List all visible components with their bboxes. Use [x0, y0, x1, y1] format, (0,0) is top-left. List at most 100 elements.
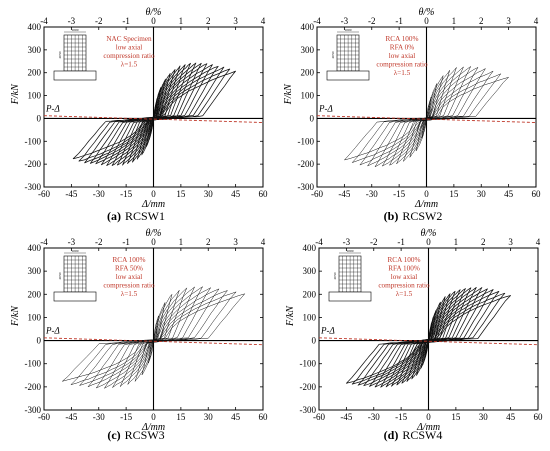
x-tick-label: 15 [449, 189, 459, 199]
y-tick-label: 400 [301, 22, 315, 32]
x-tick-label: -30 [368, 412, 380, 422]
y-tick-label: -200 [298, 159, 315, 169]
panel-caption: (b) RCSW2 [384, 209, 443, 223]
top-tick-label: -3 [68, 16, 76, 26]
specimen-schematic: 1000 2050 [53, 249, 97, 302]
hysteresis-loop [396, 67, 457, 165]
y-tick-label: 300 [303, 266, 317, 276]
x-tick-label: -60 [311, 189, 323, 199]
x-tick-label: 45 [231, 189, 241, 199]
y-tick-label: 300 [28, 266, 42, 276]
x-tick-label: -30 [366, 189, 378, 199]
y-tick-label: -200 [300, 382, 317, 392]
p-delta-line [318, 337, 539, 346]
y-tick-label: 100 [303, 312, 317, 322]
top-axis-label: θ/% [145, 228, 161, 239]
x-tick-label: -60 [38, 189, 50, 199]
y-tick-label: 200 [301, 68, 315, 78]
top-tick-label: -3 [343, 237, 351, 247]
p-delta-label: P-Δ [318, 103, 333, 113]
hysteresis-loop [79, 290, 228, 386]
specimen-info-line: low axial [116, 44, 143, 52]
x-axis-label: Δ/mm [141, 422, 165, 433]
hysteresis-loop [344, 77, 509, 161]
x-tick-label: -15 [120, 412, 132, 422]
specimen-info-line: λ=1.5 [396, 290, 413, 298]
x-tick-label: -45 [65, 189, 77, 199]
specimen-schematic: 1000 2050 [53, 28, 97, 81]
hysteresis-loop [346, 295, 511, 384]
specimen-info-line: compression ratio [103, 52, 155, 60]
top-tick-label: -2 [368, 16, 376, 26]
y-tick-label: -100 [300, 359, 317, 369]
hysteresis-loop [367, 68, 486, 167]
x-tick-label: 0 [426, 412, 431, 422]
y-tick-label: -100 [298, 136, 315, 146]
x-axis-label: Δ/mm [414, 199, 438, 210]
specimen-info-line: low axial [389, 52, 416, 60]
specimen-info-line: low axial [116, 273, 143, 281]
x-tick-label: -15 [395, 412, 407, 422]
p-delta-label: P-Δ [320, 326, 335, 336]
p-delta-label: P-Δ [45, 103, 60, 113]
specimen-info-line: λ=1.5 [121, 61, 138, 69]
hysteresis-loop [112, 286, 195, 388]
specimen-info-line: λ=1.5 [121, 290, 138, 298]
x-tick-label: 0 [151, 412, 156, 422]
p-delta-line [316, 115, 537, 123]
width-dimension-text: 1000 [345, 28, 352, 32]
x-tick-label: -30 [93, 412, 105, 422]
hysteresis-loop [87, 288, 220, 388]
x-tick-label: 30 [204, 189, 214, 199]
specimen-name: RCSW4 [402, 428, 442, 442]
width-dimension-text: 1000 [72, 28, 79, 32]
y-tick-label: -300 [25, 182, 42, 192]
top-axis-label: θ/% [420, 228, 436, 239]
chart-panel-4: -60 -45 -30 -15 0 15 30 45 60 -4 -3 -2 -1 0 1 2 3 4 400 300… [285, 228, 543, 442]
y-axis-label: F/kN [285, 305, 296, 327]
hysteresis-loop [62, 293, 246, 382]
top-tick-label: -4 [40, 237, 48, 247]
foundation-beam [53, 291, 97, 302]
height-dimension-text: 2050 [58, 272, 62, 279]
top-tick-label: -3 [68, 237, 76, 247]
specimen-name: RCSW1 [125, 209, 165, 223]
top-tick-label: 1 [454, 237, 459, 247]
panel-caption: (d) RCSW4 [384, 428, 443, 442]
x-tick-label: 15 [176, 189, 186, 199]
x-tick-label: 30 [479, 412, 489, 422]
x-tick-label: -15 [120, 189, 132, 199]
y-tick-label: -200 [25, 159, 42, 169]
y-tick-label: 100 [301, 91, 315, 101]
top-tick-label: 2 [481, 237, 486, 247]
x-tick-label: -60 [38, 412, 50, 422]
top-tick-label: 3 [233, 237, 238, 247]
y-tick-label: -300 [298, 182, 315, 192]
specimen-schematic: 1000 2050 [328, 249, 372, 302]
top-tick-label: -4 [40, 16, 48, 26]
x-tick-label: 60 [534, 412, 544, 422]
hysteresis-loop [359, 70, 494, 166]
top-tick-label: 1 [179, 16, 184, 26]
top-tick-label: -1 [122, 16, 130, 26]
hysteresis-loop [119, 287, 188, 387]
specimen-name: RCSW2 [402, 209, 442, 223]
panel-letter: (d) [384, 428, 399, 442]
y-tick-label: 100 [28, 312, 42, 322]
x-tick-label: 60 [259, 412, 269, 422]
hysteresis-loop [385, 287, 472, 388]
y-tick-label: 100 [28, 91, 42, 101]
hysteresis-loop [382, 66, 471, 167]
x-tick-label: -60 [313, 412, 325, 422]
hysteresis-loops [344, 66, 509, 168]
hysteresis-loop [351, 292, 506, 385]
specimen-info-line: RFA 0% [390, 44, 414, 52]
width-dimension-text: 1000 [72, 249, 79, 253]
hysteresis-loop [104, 286, 203, 389]
specimen-info-line: compression ratio [103, 282, 155, 290]
top-tick-label: -2 [95, 16, 103, 26]
hysteresis-loops [72, 62, 236, 166]
hysteresis-loop [351, 73, 502, 163]
top-tick-label: 4 [261, 16, 266, 26]
